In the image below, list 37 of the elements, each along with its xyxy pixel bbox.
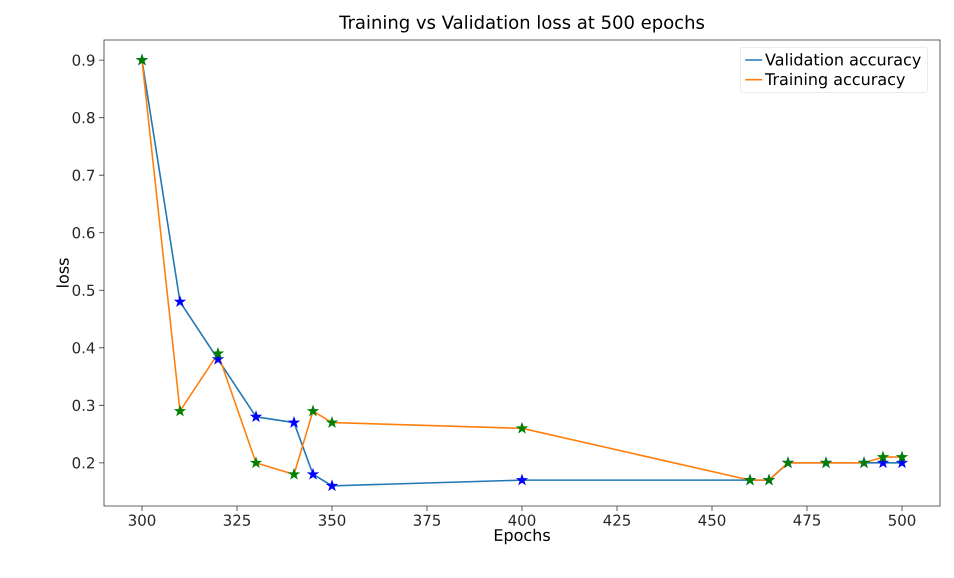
x-tick-label: 375	[414, 514, 440, 526]
point	[896, 452, 908, 462]
y-tick-label: 0.2	[72, 457, 94, 469]
point	[288, 417, 300, 428]
x-tick-label: 425	[603, 514, 630, 526]
point	[308, 468, 318, 479]
x-tick-label: 300	[128, 514, 156, 526]
point	[250, 411, 262, 422]
point	[326, 417, 338, 428]
point	[174, 296, 186, 306]
point	[174, 406, 186, 416]
y-tick-label: 0.6	[72, 227, 95, 238]
y-tick-label: 0.3	[72, 400, 94, 411]
point	[326, 480, 338, 490]
y-tick-label: 0.5	[72, 284, 94, 296]
point	[516, 474, 528, 485]
x-tick-label: 500	[888, 514, 916, 526]
x-tick-label: 350	[318, 514, 346, 526]
point	[288, 468, 300, 479]
point	[212, 348, 224, 358]
x-axis-title: Epochs	[494, 528, 550, 544]
point	[250, 457, 262, 468]
point	[516, 422, 528, 433]
y-tick-label: 0.7	[72, 170, 94, 181]
legend-label: Validation accuracy	[765, 53, 921, 69]
legend-label: Training accuracy	[764, 72, 905, 88]
y-axis-title: loss	[56, 258, 69, 287]
y-tick-label: 0.8	[72, 112, 94, 124]
y-tick-label: 0.9	[72, 54, 94, 66]
point	[308, 406, 318, 416]
x-tick-label: 475	[793, 514, 820, 526]
chart-title: Training vs Validation loss at 500 epochs	[339, 15, 704, 33]
x-tick-label: 400	[508, 514, 536, 526]
y-tick-label: 0.4	[72, 342, 95, 354]
x-tick-label: 325	[224, 514, 250, 526]
x-tick-label: 450	[698, 514, 726, 526]
point	[878, 452, 888, 462]
